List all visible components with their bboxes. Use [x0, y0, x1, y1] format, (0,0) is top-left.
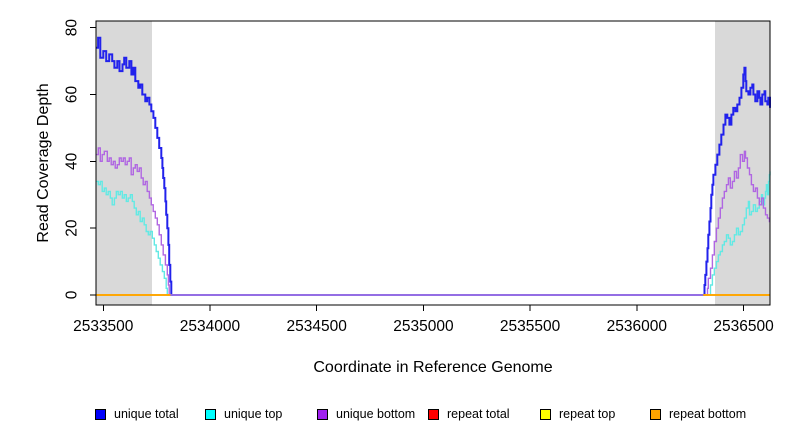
legend-item-repeat-top: repeat top — [540, 403, 615, 425]
legend-swatch-repeat-top — [540, 408, 551, 420]
legend-swatch-repeat-bottom — [650, 408, 661, 420]
x-tick-label: 2534000 — [180, 318, 241, 335]
legend-swatch-unique-total — [95, 408, 106, 420]
series-line-unique-bottom — [96, 147, 771, 296]
x-tick-label: 2535000 — [393, 318, 454, 335]
legend-item-unique-bottom: unique bottom — [317, 403, 415, 425]
y-tick-label: 0 — [64, 290, 81, 299]
x-axis-title: Coordinate in Reference Genome — [313, 359, 553, 376]
legend-label: unique bottom — [336, 407, 416, 421]
x-tick-label: 2536000 — [607, 318, 668, 335]
y-tick-label: 40 — [64, 152, 81, 170]
x-tick-label: 2534500 — [287, 318, 348, 335]
legend: unique total unique top unique bottom repea… — [0, 403, 792, 427]
shaded-region — [714, 21, 770, 305]
x-tick-label: 2533500 — [73, 318, 134, 335]
legend-item-unique-top: unique top — [205, 403, 282, 425]
series-group — [96, 36, 771, 296]
legend-item-repeat-bottom: repeat bottom — [650, 403, 746, 425]
plot-box — [95, 20, 771, 306]
legend-label: unique total — [114, 407, 179, 421]
legend-swatch-repeat-total — [428, 408, 439, 420]
shaded-region — [96, 21, 152, 305]
legend-item-unique-total: unique total — [95, 403, 179, 425]
legend-item-repeat-total: repeat total — [428, 403, 510, 425]
y-axis-title: Read Coverage Depth — [35, 83, 52, 243]
y-tick-label: 80 — [64, 19, 81, 37]
legend-label: repeat top — [559, 407, 616, 421]
series-line-unique-total — [96, 36, 771, 296]
legend-label: repeat total — [447, 407, 510, 421]
x-tick-label: 2536500 — [713, 318, 774, 335]
y-tick-label: 60 — [64, 86, 81, 104]
legend-swatch-unique-top — [205, 408, 216, 420]
legend-label: repeat bottom — [669, 407, 747, 421]
legend-label: unique top — [224, 407, 283, 421]
legend-swatch-unique-bottom — [317, 408, 328, 420]
x-tick-label: 2535500 — [500, 318, 561, 335]
coverage-chart: 2533500 2534000 2534500 2535000 2535500 25360… — [64, 19, 775, 335]
y-tick-label: 20 — [64, 219, 81, 237]
series-line-unique-top — [96, 171, 771, 296]
